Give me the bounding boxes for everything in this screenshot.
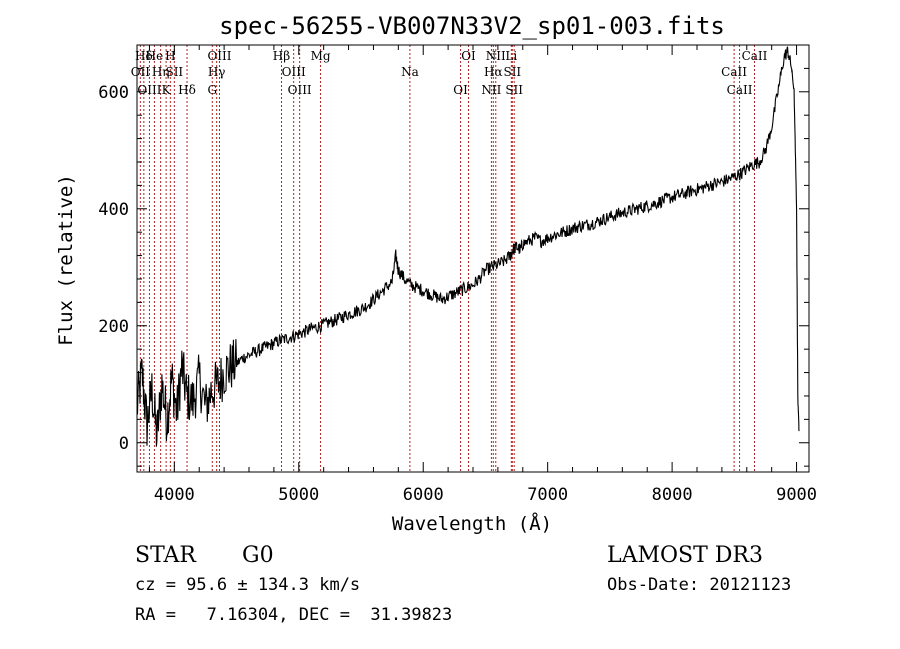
line-label: Hη	[152, 65, 170, 79]
line-label: G	[207, 83, 217, 97]
line-label: SII	[503, 65, 521, 79]
x-axis-label: Wavelength (Å)	[392, 512, 552, 535]
line-label: CaII	[721, 65, 747, 79]
x-tick-label: 6000	[403, 485, 444, 505]
line-label: SII	[165, 65, 183, 79]
line-label: NII	[481, 83, 501, 97]
survey-label: LAMOST DR3	[607, 543, 763, 568]
plot-frame	[136, 44, 810, 473]
redshift-line: cz = 95.6 ± 134.3 km/s	[135, 575, 360, 595]
chart-title: spec-56255-VB007N33V2_sp01-003.fits	[219, 12, 725, 40]
radec-line: RA = 7.16304, DEC = 31.39823	[135, 605, 452, 625]
line-label: OI	[453, 83, 468, 97]
plot-area: Hδ OII OIII He Hη K H SII Hδ OIII Hγ G Hβ OIII OIII Mg N…	[98, 44, 817, 505]
x-tick-label: 9000	[776, 485, 817, 505]
line-label: OIII	[288, 83, 312, 97]
y-tick-label: 400	[98, 200, 129, 220]
line-label: SII	[505, 83, 523, 97]
y-tick-label: 200	[98, 317, 129, 337]
line-label: K	[162, 83, 172, 97]
flux-series-line	[136, 46, 800, 447]
line-label: Hδ	[135, 49, 153, 63]
class-label: STAR	[135, 543, 197, 568]
spectral-line-markers	[139, 45, 755, 472]
y-tick-label: 600	[98, 83, 129, 103]
spectral-line-labels: Hδ OII OIII He Hη K H SII Hδ OIII Hγ G Hβ OIII OIII Mg N…	[131, 49, 768, 97]
line-label: Na	[401, 65, 419, 79]
line-label: Hα	[484, 65, 503, 79]
subclass-label: G0	[242, 543, 274, 568]
x-tick-label: 5000	[278, 485, 319, 505]
line-label: Li	[505, 49, 517, 63]
line-label: Mg	[311, 49, 331, 63]
line-label: He	[146, 49, 164, 63]
line-label: OIII	[282, 65, 306, 79]
line-label: CaII	[727, 83, 753, 97]
x-tick-label: 8000	[652, 485, 693, 505]
y-tick-label: 0	[119, 434, 129, 454]
line-label: OII	[131, 65, 151, 79]
obs-date-line: Obs-Date: 20121123	[607, 575, 791, 595]
line-label: Hδ	[178, 83, 196, 97]
line-label: NII	[486, 49, 506, 63]
line-label: OI	[461, 49, 476, 63]
x-tick-label: 4000	[154, 485, 195, 505]
line-label: OIII	[207, 49, 231, 63]
y-axis-ticks: 0 200 400 600	[98, 67, 809, 467]
y-axis-label: Flux (relative)	[55, 174, 77, 346]
line-label: H	[165, 49, 175, 63]
line-label: CaII	[742, 49, 768, 63]
line-label: OIII	[137, 83, 161, 97]
x-axis-ticks: 4000 5000 6000 7000 8000 9000	[148, 45, 817, 505]
line-label: Hγ	[208, 65, 226, 79]
line-label: Hβ	[273, 49, 290, 63]
x-tick-label: 7000	[527, 485, 568, 505]
